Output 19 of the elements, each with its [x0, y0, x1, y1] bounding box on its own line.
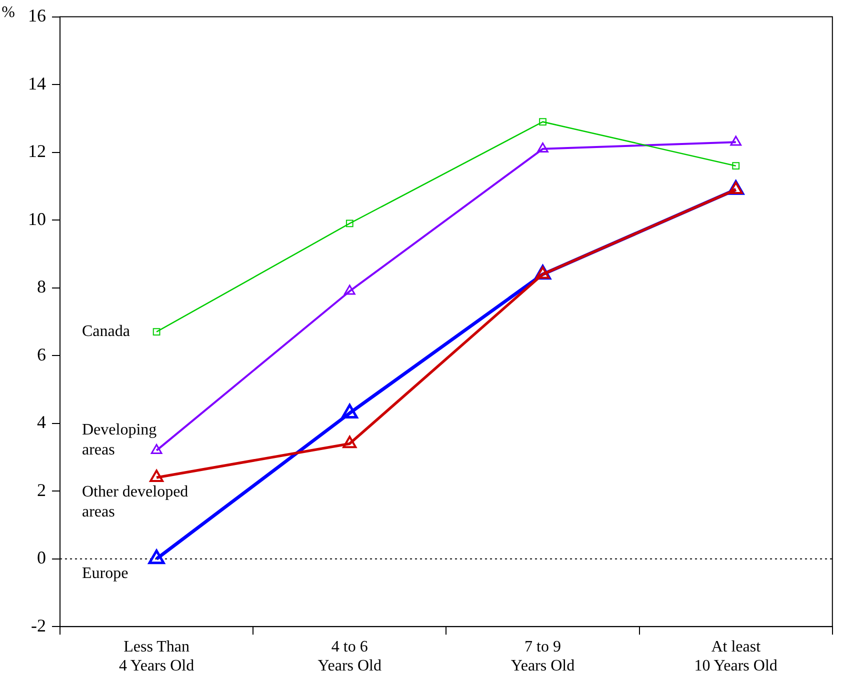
- y-tick-label: 10: [28, 208, 46, 229]
- y-tick-label: 4: [37, 412, 46, 432]
- y-tick-label: 16: [28, 6, 46, 26]
- y-tick-label: 8: [37, 276, 46, 297]
- y-axis-title: %: [2, 4, 15, 22]
- y-tick-label: -2: [31, 615, 46, 636]
- series-label: Canada: [82, 323, 130, 340]
- y-tick-label: 2: [37, 480, 46, 500]
- x-tick-label: 7 to 9 Years Old: [510, 638, 575, 675]
- series-label: Europe: [82, 565, 128, 582]
- x-tick-label: Less Than 4 Years Old: [118, 638, 194, 675]
- series-label: Developing areas: [82, 422, 157, 459]
- y-tick-label: 0: [37, 548, 46, 568]
- x-tick-label: 4 to 6 Years Old: [318, 638, 382, 675]
- y-tick-label: 12: [28, 141, 46, 162]
- y-tick-label: 14: [28, 73, 46, 94]
- y-tick-label: 6: [37, 344, 46, 364]
- series-label: Other developed areas: [82, 484, 188, 521]
- x-tick-label: At least 10 Years Old: [694, 638, 778, 675]
